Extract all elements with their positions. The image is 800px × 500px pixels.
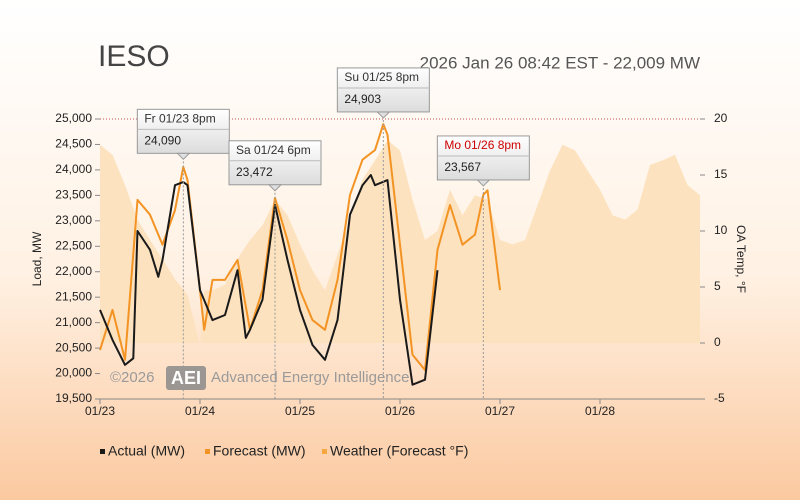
watermark-copyright: ©2026	[110, 369, 154, 386]
series-line	[99, 123, 501, 371]
annotation-value: 24,903	[344, 92, 381, 106]
annotation-title: Su 01/25 8pm	[344, 70, 419, 84]
y-tick-label: 19,500	[55, 391, 92, 405]
subtitle: 2026 Jan 26 08:42 EST - 22,009 MW	[420, 53, 700, 72]
annotation-box	[136, 108, 230, 154]
x-tick-label: 01/25	[285, 404, 315, 418]
annotation-pointer	[476, 179, 491, 187]
legend-label: Weather (Forecast °F)	[330, 443, 468, 459]
annotation-value: 23,472	[236, 165, 273, 179]
watermark-logo-box	[166, 366, 206, 390]
y-tick-label: 22,500	[55, 238, 92, 252]
y-tick-label: 21,000	[55, 315, 92, 329]
y-tick-label: 22,000	[55, 264, 92, 278]
y-tick-label: 20,000	[55, 366, 92, 380]
y-tick-label: 21,500	[55, 289, 92, 303]
y-tick-label: 25,000	[55, 111, 92, 125]
y-tick-label: 20,500	[55, 340, 92, 354]
annotation-pointer	[376, 111, 391, 119]
y2-tick-label: 20	[714, 111, 728, 125]
x-tick-label: 01/24	[185, 404, 215, 418]
annotation-title: Mo 01/26 8pm	[444, 138, 521, 152]
y2-tick-label: -5	[714, 391, 725, 405]
legend-swatch	[100, 449, 105, 454]
annotation-value: 23,567	[444, 160, 481, 174]
annotation-title: Fr 01/23 8pm	[144, 111, 215, 125]
series-line	[99, 174, 439, 386]
annotation-box	[436, 135, 530, 181]
watermark-logo: AEI	[171, 368, 201, 388]
y-tick-label: 24,000	[55, 162, 92, 176]
y-axis-label: Load, MW	[30, 231, 44, 286]
chart-title: IESO	[98, 40, 170, 73]
watermark-name: Advanced Energy Intelligence	[211, 369, 409, 386]
x-tick-label: 01/26	[385, 404, 415, 418]
y-tick-label: 23,000	[55, 213, 92, 227]
y2-tick-label: 15	[714, 167, 728, 181]
annotation-title: Sa 01/24 6pm	[236, 143, 311, 157]
y2-tick-label: 5	[714, 279, 721, 293]
x-tick-label: 01/28	[585, 404, 615, 418]
annotation-value: 24,090	[144, 133, 181, 147]
y-tick-label: 24,500	[55, 137, 92, 151]
y-tick-label: 23,500	[55, 188, 92, 202]
annotation-pointer	[176, 152, 191, 161]
y2-tick-label: 0	[714, 335, 721, 349]
y2-tick-label: 10	[714, 223, 728, 237]
y2-axis-label: OA Temp, °F	[734, 225, 748, 293]
x-tick-label: 01/23	[85, 404, 115, 418]
legend-swatch	[205, 449, 210, 454]
annotation-pointer	[267, 184, 283, 192]
legend-swatch	[322, 449, 327, 454]
legend-label: Forecast (MW)	[213, 443, 306, 459]
x-tick-label: 01/27	[485, 404, 515, 418]
legend-label: Actual (MW)	[108, 443, 185, 459]
annotation-box	[336, 67, 430, 113]
